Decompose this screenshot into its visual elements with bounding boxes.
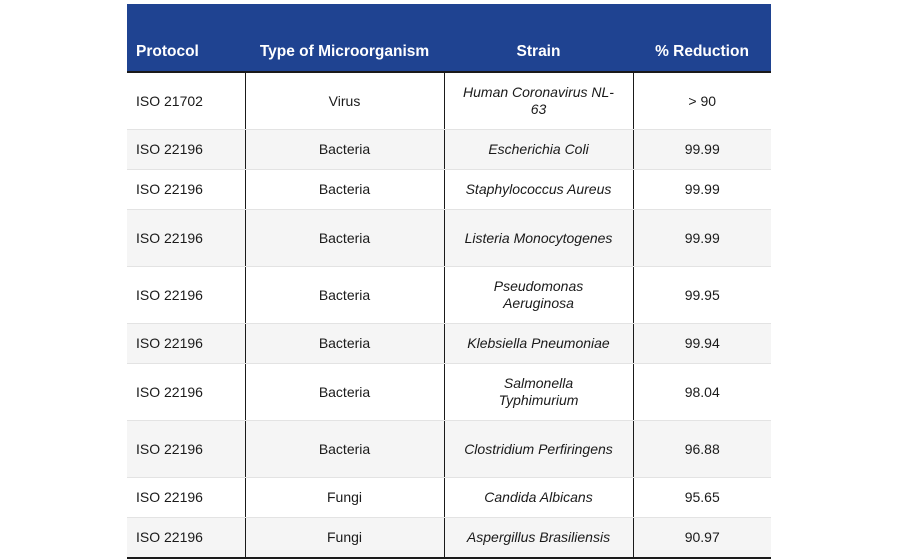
cell-strain: Listeria Monocytogenes (444, 209, 634, 267)
reduction-results-table: Protocol Type of Microorganism Strain % … (127, 4, 771, 559)
table-row: ISO 22196 Bacteria Escherichia Coli 99.9… (127, 129, 771, 170)
cell-reduction: 99.95 (633, 266, 771, 324)
cell-strain: Escherichia Coli (444, 129, 634, 170)
table-row: ISO 22196 Bacteria Salmonella Typhimuriu… (127, 363, 771, 421)
table-row: ISO 21702 Virus Human Coronavirus NL-63 … (127, 72, 771, 130)
cell-protocol: ISO 22196 (127, 477, 245, 518)
cell-type: Bacteria (244, 169, 445, 210)
table-row: ISO 22196 Fungi Aspergillus Brasiliensis… (127, 517, 771, 559)
table-row: ISO 22196 Bacteria Listeria Monocytogene… (127, 209, 771, 267)
results-table-container: Protocol Type of Microorganism Strain % … (127, 4, 771, 559)
cell-reduction: > 90 (633, 72, 771, 130)
header-protocol: Protocol (127, 4, 245, 73)
cell-reduction: 96.88 (633, 420, 771, 478)
cell-reduction: 99.99 (633, 169, 771, 210)
cell-reduction: 95.65 (633, 477, 771, 518)
header-percent-reduction: % Reduction (633, 4, 771, 73)
cell-protocol: ISO 22196 (127, 266, 245, 324)
cell-strain: Pseudomonas Aeruginosa (444, 266, 634, 324)
header-strain: Strain (444, 4, 633, 73)
table-row: ISO 22196 Fungi Candida Albicans 95.65 (127, 477, 771, 518)
cell-type: Fungi (244, 477, 445, 518)
cell-strain: Klebsiella Pneumoniae (444, 323, 634, 364)
header-type-of-microorganism: Type of Microorganism (245, 4, 444, 73)
cell-reduction: 99.94 (633, 323, 771, 364)
table-row: ISO 22196 Bacteria Pseudomonas Aeruginos… (127, 266, 771, 324)
cell-type: Bacteria (244, 129, 445, 170)
table-row: ISO 22196 Bacteria Klebsiella Pneumoniae… (127, 323, 771, 364)
cell-protocol: ISO 22196 (127, 323, 245, 364)
cell-type: Bacteria (244, 420, 445, 478)
cell-strain: Clostridium Perfiringens (444, 420, 634, 478)
cell-protocol: ISO 22196 (127, 363, 245, 421)
cell-reduction: 99.99 (633, 129, 771, 170)
table-body: ISO 21702 Virus Human Coronavirus NL-63 … (127, 72, 771, 559)
table-header: Protocol Type of Microorganism Strain % … (127, 4, 771, 73)
cell-reduction: 98.04 (633, 363, 771, 421)
cell-type: Virus (244, 72, 445, 130)
cell-protocol: ISO 22196 (127, 420, 245, 478)
table-row: ISO 22196 Bacteria Staphylococcus Aureus… (127, 169, 771, 210)
cell-strain: Staphylococcus Aureus (444, 169, 634, 210)
table-row: ISO 22196 Bacteria Clostridium Perfiring… (127, 420, 771, 478)
cell-strain: Aspergillus Brasiliensis (444, 517, 634, 559)
cell-reduction: 99.99 (633, 209, 771, 267)
cell-protocol: ISO 22196 (127, 517, 245, 559)
cell-protocol: ISO 22196 (127, 129, 245, 170)
cell-strain: Salmonella Typhimurium (444, 363, 634, 421)
cell-protocol: ISO 21702 (127, 72, 245, 130)
cell-reduction: 90.97 (633, 517, 771, 559)
cell-type: Bacteria (244, 323, 445, 364)
cell-protocol: ISO 22196 (127, 209, 245, 267)
cell-strain: Candida Albicans (444, 477, 634, 518)
cell-protocol: ISO 22196 (127, 169, 245, 210)
cell-type: Fungi (244, 517, 445, 559)
cell-type: Bacteria (244, 266, 445, 324)
cell-strain: Human Coronavirus NL-63 (444, 72, 634, 130)
header-row: Protocol Type of Microorganism Strain % … (127, 4, 771, 73)
cell-type: Bacteria (244, 209, 445, 267)
cell-type: Bacteria (244, 363, 445, 421)
